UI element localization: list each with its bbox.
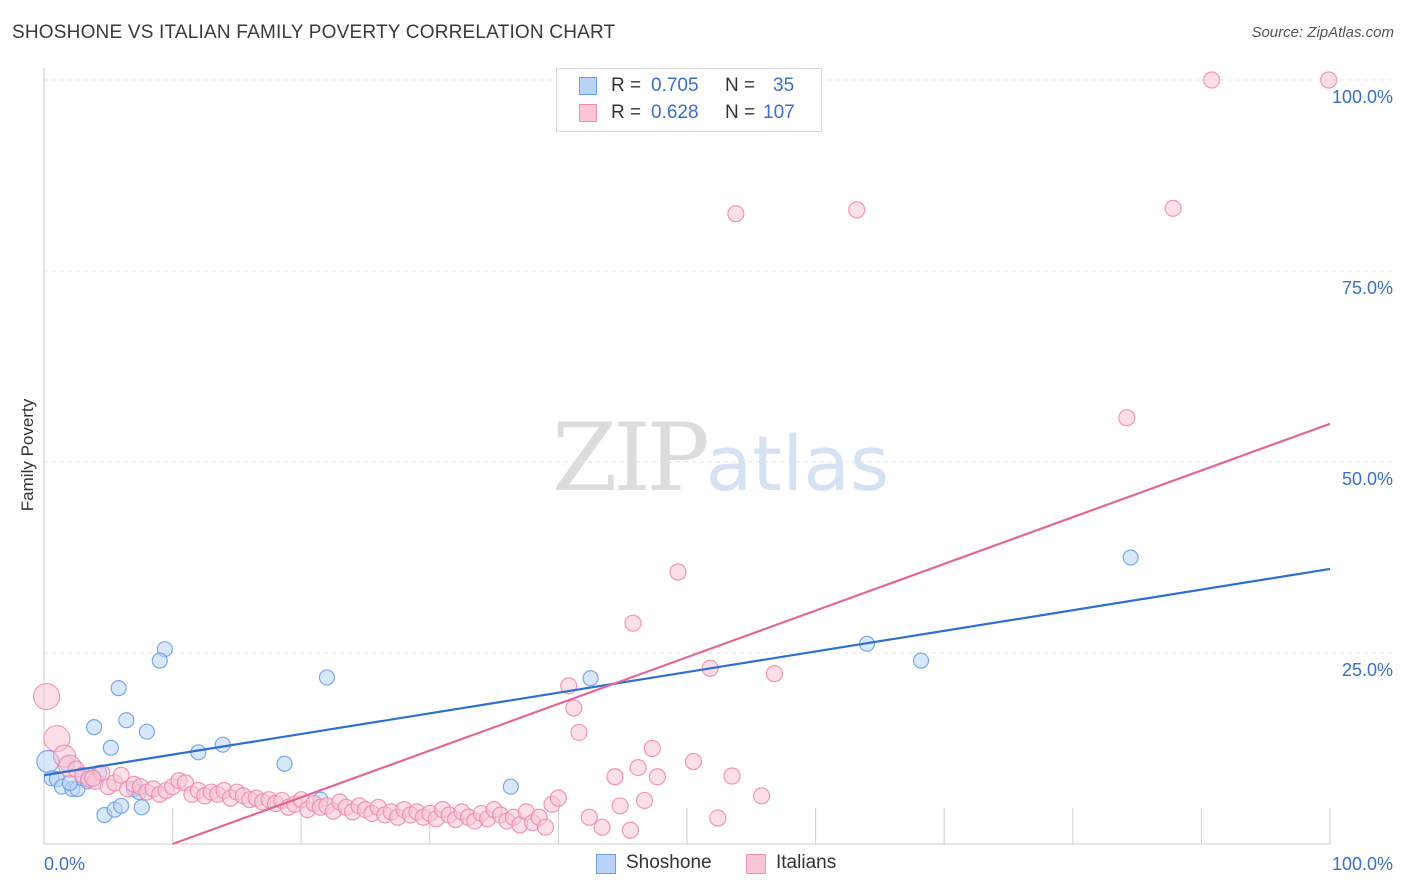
point-italians [848,201,866,219]
point-italians [1203,71,1221,89]
point-italians [621,821,640,839]
chart-title: SHOSHONE VS ITALIAN FAMILY POVERTY CORRE… [12,22,616,43]
point-italians [648,768,667,786]
point-shoshone [582,670,599,687]
point-italians [723,767,741,785]
legend-swatch-italians [746,854,766,874]
point-italians [1118,409,1136,427]
point-shoshone [113,797,130,814]
trend-line-italians [172,422,1331,846]
point-italians [580,808,598,826]
point-italians [1164,199,1182,217]
stats-n-label: N = [725,75,756,96]
trend-line-shoshone [43,567,1331,777]
legend-label-italians: Italians [776,852,837,873]
point-italians [752,787,771,805]
stats-n-label: N = [725,102,756,123]
x-tick-label: 0.0% [44,854,85,874]
point-italians [549,789,568,807]
stats-n-value: 35 [773,75,795,96]
point-italians [709,809,727,827]
point-italians [112,766,130,784]
point-shoshone [102,739,119,756]
watermark-zip: ZIP [552,404,710,513]
stats-box: R = 0.705 N = 35 R = 0.628 N = 107 [556,68,822,132]
point-shoshone [276,755,293,772]
point-italians [765,665,784,683]
point-shoshone [502,778,519,795]
stats-r-label: R = [611,102,642,123]
point-italians [32,682,61,711]
point-italians [606,768,624,786]
y-tick-label: 100.0% [1332,87,1393,107]
point-shoshone [912,652,930,669]
tick-labels: 25.0% 50.0% 75.0% 100.0% 0.0% 100.0% [44,87,1393,874]
point-shoshone [118,712,135,729]
point-italians [669,563,687,581]
stats-n-value: 107 [763,102,795,123]
point-italians [536,818,555,836]
point-italians [570,723,588,742]
y-tick-label: 25.0% [1342,660,1393,680]
stats-r-value: 0.705 [651,75,699,96]
point-shoshone [86,719,103,736]
point-italians [565,699,583,717]
point-italians [643,739,661,758]
y-tick-label: 75.0% [1342,278,1393,298]
point-italians [624,614,642,632]
point-shoshone [138,723,155,740]
point-italians [1320,71,1338,89]
legend-swatch-shoshone [596,854,616,874]
point-shoshone [133,799,150,816]
legend-label-shoshone: Shoshone [626,852,712,873]
trend-lines [43,422,1331,846]
point-shoshone [151,652,168,669]
stats-swatch-italians [579,104,597,122]
point-shoshone [110,680,127,697]
grid-lines [44,79,1395,654]
stats-r-value: 0.628 [651,102,699,123]
y-tick-label: 50.0% [1342,469,1393,489]
source-credit: Source: ZipAtlas.com [1251,24,1394,41]
stats-swatch-shoshone [579,77,597,95]
point-italians [629,758,647,777]
point-italians [593,818,611,836]
point-shoshone [1122,549,1139,566]
data-points [32,71,1338,839]
point-italians [635,791,654,810]
stats-r-label: R = [611,75,642,96]
point-italians [84,769,102,787]
axes [43,68,1331,845]
point-italians [611,797,629,815]
watermark: ZIPatlas [552,404,889,513]
x-tick-label: 100.0% [1332,854,1393,874]
point-italians [727,205,745,223]
point-shoshone [318,669,336,686]
point-italians [684,752,703,771]
watermark-atlas: atlas [705,419,890,508]
